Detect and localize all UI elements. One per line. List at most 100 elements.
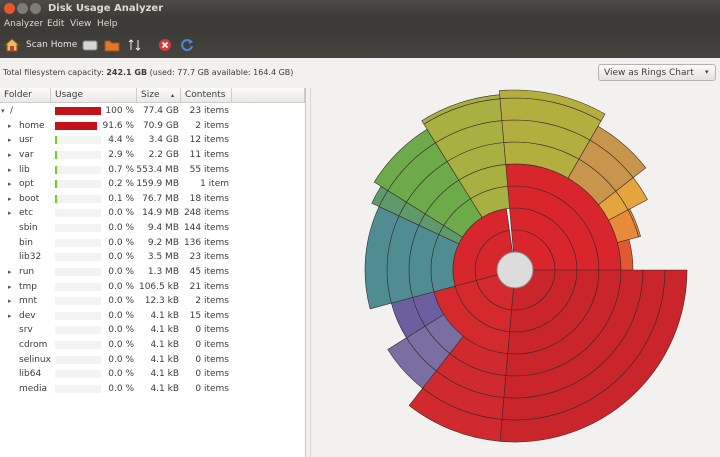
usage-percent: 0.0 % [108,237,134,248]
usage-percent: 0.2 % [108,179,134,190]
table-row[interactable]: sbin 0.0 % 9.4 MB 144 items [0,221,305,236]
column-header[interactable]: Folder [0,88,51,103]
table-row[interactable]: media 0.0 % 4.1 kB 0 items [0,382,305,397]
folder-table: Folder Usage Size ▴ Contents ▾ / 100 % 77.4 … [0,88,306,457]
table-row[interactable]: ▸ lib 0.7 % 553.4 MB 55 items [0,163,305,178]
usage-bar [55,150,57,159]
scan-disk-icon[interactable] [82,38,98,52]
size: 3.5 MB [147,252,179,263]
maximize-button[interactable] [30,3,41,14]
expander[interactable]: ▸ [8,297,12,306]
table-row[interactable]: lib64 0.0 % 4.1 kB 0 items [0,367,305,382]
menu-item[interactable]: Help [97,19,118,29]
menu-item[interactable]: Analyzer [4,19,44,29]
size: 12.3 kB [144,296,179,307]
table-row[interactable]: srv 0.0 % 4.1 kB 0 items [0,323,305,338]
view-selector[interactable]: View as Rings Chart ▾ [598,64,716,81]
table-row[interactable]: ▸ etc 0.0 % 14.9 MB 248 items [0,206,305,221]
expander[interactable]: ▸ [8,267,12,276]
size: 76.7 MB [142,193,179,204]
table-row[interactable]: cdrom 0.0 % 4.1 kB 0 items [0,338,305,353]
contents: 15 items [189,310,229,321]
table-row[interactable]: ▸ tmp 0.0 % 106.5 kB 21 items [0,280,305,295]
usage-percent: 0.0 % [108,383,134,394]
folder-name: / [10,106,14,116]
size: 106.5 kB [138,281,179,292]
expander[interactable]: ▸ [8,194,12,203]
column-header[interactable]: Usage [51,88,137,103]
table-row[interactable]: ▸ run 0.0 % 1.3 MB 45 items [0,265,305,280]
table-row[interactable]: ▸ boot 0.1 % 76.7 MB 18 items [0,192,305,207]
table-row[interactable]: bin 0.0 % 9.2 MB 136 items [0,236,305,251]
table-row[interactable]: selinux 0.0 % 4.1 kB 0 items [0,353,305,368]
table-row[interactable]: ▸ var 2.9 % 2.2 GB 11 items [0,148,305,163]
expander[interactable]: ▸ [8,311,12,320]
window-title: Disk Usage Analyzer [48,3,164,14]
table-row[interactable]: lib32 0.0 % 3.5 MB 23 items [0,250,305,265]
folder-name: bin [19,237,33,248]
contents: 248 items [183,208,229,219]
table-row[interactable]: ▸ dev 0.0 % 4.1 kB 15 items [0,309,305,324]
usage-track [55,253,101,262]
menu-bar: Analyzer Edit View Help [0,18,720,32]
ring-segment[interactable] [387,337,437,389]
size: 1.3 MB [147,266,179,277]
expander[interactable]: ▸ [8,136,12,145]
folder-name: dev [19,310,36,321]
size: 3.4 GB [148,135,179,146]
size: 4.1 kB [150,325,179,336]
stop-icon[interactable] [158,38,172,52]
ring-segment[interactable] [617,239,634,271]
ring-segment[interactable] [408,387,503,442]
folder-name: var [19,149,34,160]
usage-track [55,238,101,247]
usage-percent: 0.0 % [108,252,134,263]
usage-track [55,194,101,203]
table-row[interactable]: ▸ mnt 0.0 % 12.3 kB 2 items [0,294,305,309]
title-bar: Disk Usage Analyzer [0,0,720,18]
usage-bar [55,136,58,145]
refresh-icon[interactable] [180,38,194,52]
close-button[interactable] [4,3,15,14]
usage-percent: 0.7 % [108,164,134,175]
sort-arrow: ▴ [171,92,175,99]
folder-name: selinux [19,354,51,365]
column-header[interactable]: Size ▴ [137,88,181,103]
table-row[interactable]: ▸ home 91.6 % 70.9 GB 2 items [0,119,305,134]
menu-item[interactable]: Edit [47,19,65,29]
table-row[interactable]: ▾ / 100 % 77.4 GB 23 items [0,104,305,119]
scan-home-button[interactable]: Scan Home [26,40,78,50]
usage-percent: 100 % [105,106,134,116]
table-body: ▾ / 100 % 77.4 GB 23 items ▸ home 91.6 % 70.9 GB… [0,104,305,457]
table-row[interactable]: ▸ opt 0.2 % 159.9 MB 1 item [0,177,305,192]
expander[interactable]: ▸ [8,209,12,218]
contents: 2 items [195,120,229,131]
minimize-button[interactable] [17,3,28,14]
expander[interactable]: ▸ [8,180,12,189]
ring-segment[interactable] [627,208,641,238]
size: 4.1 kB [150,340,179,351]
column-header[interactable]: Contents [181,88,232,103]
folder-name: lib64 [19,369,42,380]
usage-track [55,355,101,364]
size: 159.9 MB [136,179,179,190]
contents: 0 items [195,325,229,336]
menu-item[interactable]: View [70,19,92,29]
remote-icon[interactable] [128,38,142,52]
ring-center[interactable] [496,251,534,289]
expander[interactable]: ▸ [8,282,12,291]
home-icon[interactable] [4,37,20,53]
expander[interactable]: ▸ [8,150,12,159]
table-row[interactable]: ▸ usr 4.4 % 3.4 GB 12 items [0,133,305,148]
dropdown-arrow: ▾ [705,68,709,76]
expander[interactable]: ▸ [8,165,12,174]
ring-segment[interactable] [498,89,606,122]
contents: 136 items [183,237,229,248]
usage-bar [55,180,57,189]
folder-icon[interactable] [104,38,120,52]
expander[interactable]: ▸ [8,121,12,130]
folder-name: run [19,266,35,277]
expander[interactable]: ▾ [1,107,5,115]
toolbar: Scan Home [0,32,720,58]
folder-name: srv [19,325,33,336]
